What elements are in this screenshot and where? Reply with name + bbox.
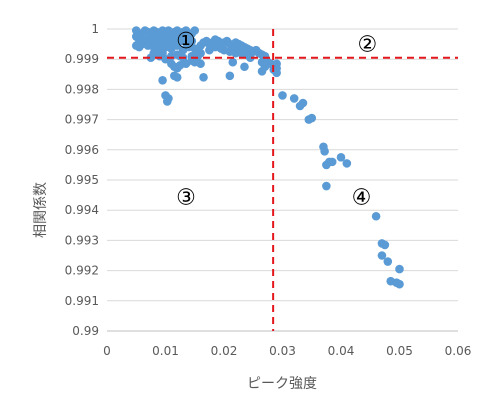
- y-tick-label: 0.99: [72, 324, 99, 338]
- data-point: [383, 257, 393, 266]
- data-point: [327, 157, 337, 167]
- y-tick-label: 0.997: [65, 113, 99, 127]
- data-point: [149, 48, 159, 58]
- data-point: [395, 264, 404, 274]
- data-point: [336, 153, 346, 162]
- data-point: [395, 279, 404, 289]
- data-point: [205, 45, 214, 55]
- data-point: [380, 240, 390, 250]
- threshold-lines: [107, 29, 458, 331]
- data-points: [131, 26, 404, 289]
- x-tick-label: 0.04: [328, 344, 355, 358]
- gridlines: [107, 28, 458, 332]
- y-tick-label: 0.994: [65, 203, 99, 217]
- y-tick-label: 0.991: [65, 294, 99, 308]
- x-tick-label: 0.06: [445, 344, 472, 358]
- data-point: [199, 73, 208, 82]
- y-tick-label: 0.999: [65, 52, 99, 66]
- tick-labels: 0.99 0.991 0.992 0.993 0.994 0.995 0.996 0.997 0…: [65, 22, 472, 358]
- data-point: [172, 41, 182, 50]
- data-point: [190, 26, 200, 35]
- data-point: [289, 94, 299, 103]
- data-point: [158, 76, 167, 85]
- data-point: [322, 181, 331, 191]
- data-point: [228, 57, 238, 67]
- data-point: [158, 48, 167, 58]
- data-point: [172, 73, 182, 82]
- data-point: [298, 98, 308, 108]
- y-tick-label: 0.992: [65, 264, 99, 278]
- data-point: [320, 147, 329, 156]
- data-point: [272, 68, 281, 78]
- y-tick-label: 0.995: [65, 173, 99, 187]
- data-point: [181, 59, 191, 69]
- data-point: [162, 97, 172, 106]
- y-tick-label: 0.998: [65, 82, 99, 96]
- region-label: ④: [352, 186, 372, 211]
- data-point: [278, 91, 287, 100]
- region-label: ①: [176, 29, 196, 54]
- x-tick-label: 0.05: [386, 344, 413, 358]
- y-axis-title: 相関係数: [33, 182, 49, 238]
- data-point: [225, 71, 235, 81]
- region-labels: ① ② ③ ④: [176, 29, 377, 210]
- y-tick-label: 1: [91, 22, 99, 36]
- y-tick-label: 0.996: [65, 143, 99, 157]
- data-point: [377, 251, 387, 260]
- y-tick-label: 0.993: [65, 233, 99, 247]
- x-axis-title: ピーク強度: [247, 376, 317, 392]
- region-label: ②: [357, 32, 377, 57]
- x-tick-label: 0.03: [269, 344, 296, 358]
- data-point: [307, 113, 317, 123]
- x-tick-label: 0: [103, 344, 111, 358]
- region-label: ③: [176, 186, 196, 211]
- data-point: [240, 62, 249, 72]
- data-point: [190, 57, 200, 67]
- data-point: [371, 211, 381, 221]
- x-tick-label: 0.02: [211, 344, 238, 358]
- data-point: [342, 159, 352, 168]
- data-point: [260, 62, 270, 72]
- data-point: [246, 53, 255, 62]
- x-tick-label: 0.01: [152, 344, 179, 358]
